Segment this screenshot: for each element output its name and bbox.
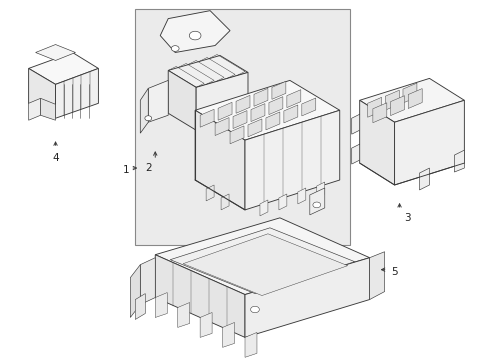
Polygon shape [130,265,140,318]
Polygon shape [236,95,249,113]
Polygon shape [177,302,189,328]
Polygon shape [221,194,228,210]
Polygon shape [394,100,464,185]
Polygon shape [200,109,214,127]
Text: 2: 2 [144,163,151,173]
Polygon shape [140,88,148,133]
Text: 1: 1 [123,165,129,175]
Polygon shape [297,188,305,204]
Polygon shape [244,258,369,337]
Polygon shape [359,78,464,122]
Polygon shape [170,228,354,293]
Polygon shape [284,105,297,123]
Polygon shape [268,96,283,114]
Polygon shape [36,45,75,60]
Polygon shape [233,111,246,129]
Text: 5: 5 [390,267,397,276]
Polygon shape [195,110,244,210]
Polygon shape [351,144,359,164]
Polygon shape [359,100,394,185]
Polygon shape [390,96,404,116]
Polygon shape [215,118,228,135]
Polygon shape [453,150,464,172]
Text: 3: 3 [404,213,410,223]
Polygon shape [286,90,300,108]
Polygon shape [309,188,324,215]
Polygon shape [155,255,244,337]
Polygon shape [222,323,234,347]
Polygon shape [419,168,428,190]
Polygon shape [402,83,416,103]
Polygon shape [265,112,279,130]
Polygon shape [200,312,212,337]
Polygon shape [168,71,196,130]
Polygon shape [140,258,155,305]
Polygon shape [135,9,349,245]
Polygon shape [367,97,381,117]
Polygon shape [351,114,359,134]
Text: 4: 4 [52,153,59,163]
Polygon shape [253,88,267,106]
Polygon shape [301,98,315,116]
Polygon shape [160,11,229,53]
Polygon shape [196,72,247,130]
Polygon shape [260,200,267,216]
Polygon shape [271,81,285,99]
Polygon shape [41,98,56,120]
Polygon shape [316,182,324,198]
Polygon shape [148,80,168,122]
Circle shape [144,116,151,121]
Polygon shape [229,126,244,144]
Polygon shape [407,89,421,108]
Polygon shape [183,234,347,296]
Polygon shape [155,218,369,294]
Polygon shape [168,55,247,87]
Polygon shape [29,98,41,120]
Polygon shape [369,252,384,300]
Polygon shape [385,90,399,110]
Polygon shape [218,102,232,120]
Circle shape [171,46,179,51]
Polygon shape [278,194,286,210]
Polygon shape [135,293,145,319]
Polygon shape [250,104,264,122]
Polygon shape [155,293,167,318]
Polygon shape [29,53,98,84]
Polygon shape [29,68,56,118]
Circle shape [250,306,259,313]
Circle shape [189,31,201,40]
Polygon shape [244,110,339,210]
Polygon shape [205,185,214,201]
Polygon shape [372,103,386,123]
Polygon shape [247,119,262,137]
Circle shape [312,202,320,208]
Polygon shape [56,68,98,118]
Polygon shape [244,332,256,357]
Polygon shape [195,80,339,140]
